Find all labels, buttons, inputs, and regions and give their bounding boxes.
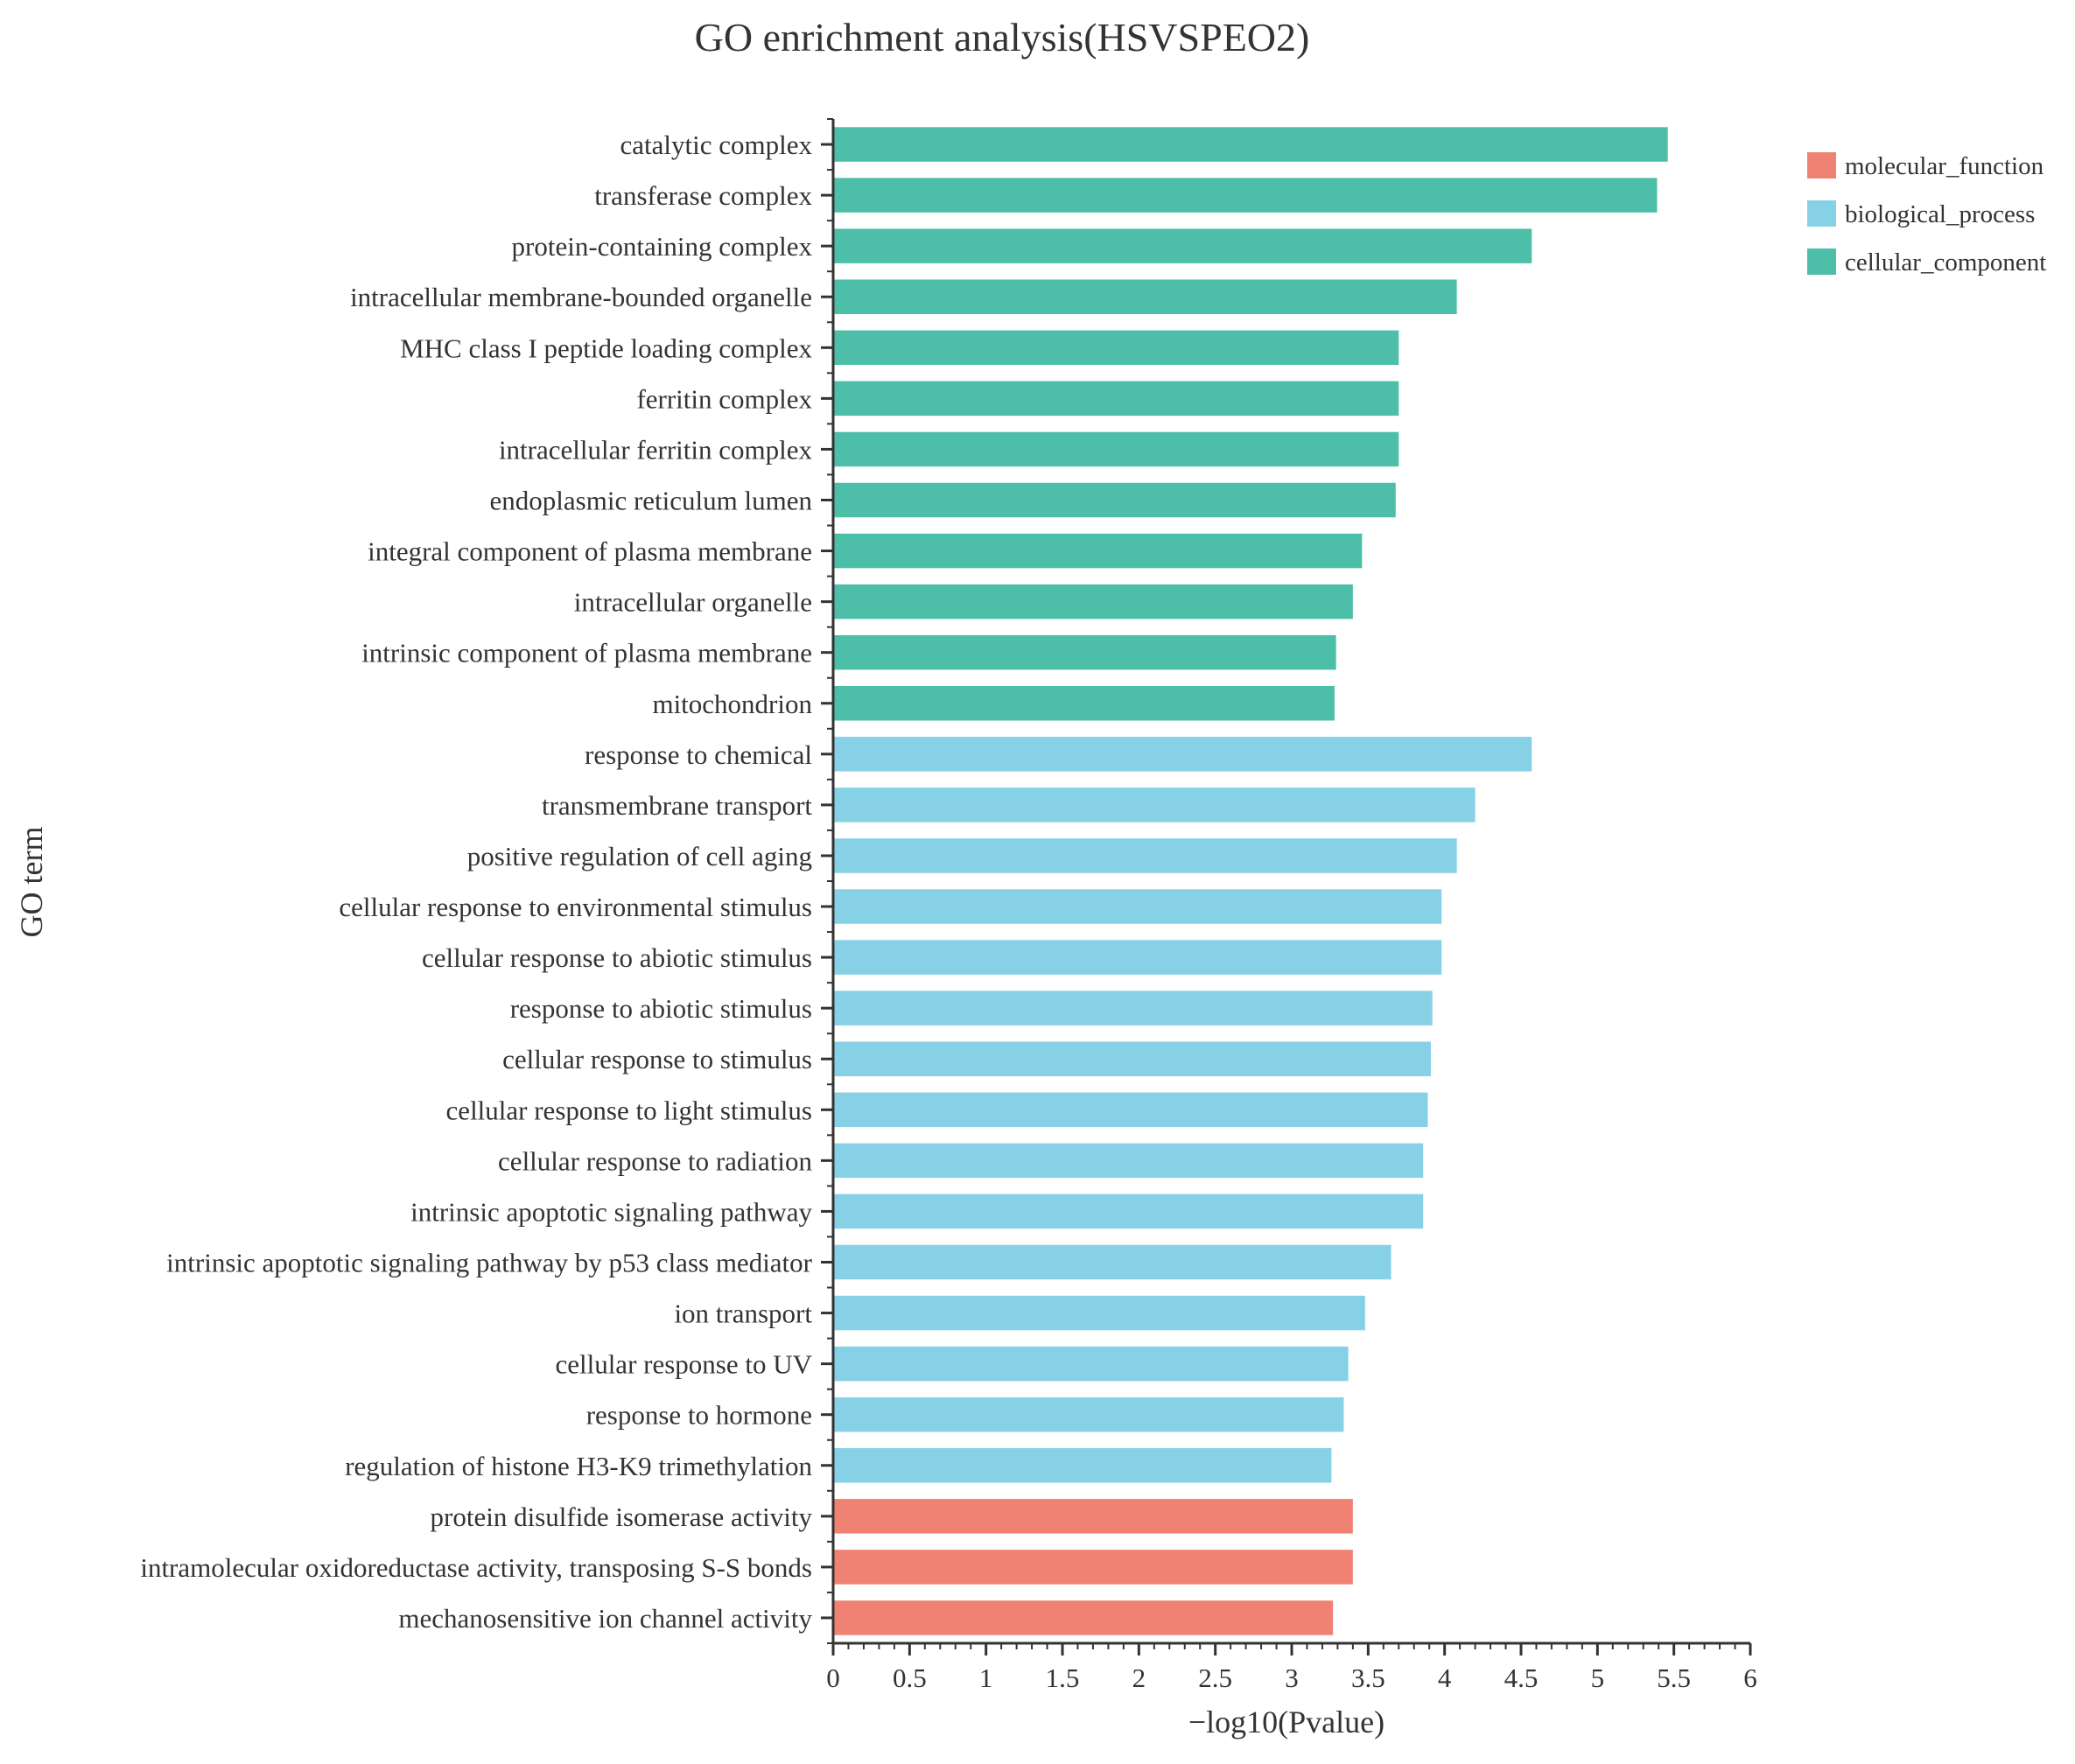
bar [833, 178, 1658, 213]
legend: molecular_function biological_processcell… [1807, 152, 2046, 276]
y-tick-label: cellular response to UV [555, 1349, 812, 1380]
y-tick-label: ion transport [674, 1298, 812, 1329]
bar [833, 940, 1442, 975]
y-tick-label: response to hormone [586, 1400, 812, 1431]
y-tick-label: regulation of histone H3-K9 trimethylati… [345, 1451, 812, 1481]
y-tick-label: catalytic complex [620, 130, 813, 160]
x-tick-label: 3 [1285, 1662, 1299, 1693]
x-tick-label: 3.5 [1351, 1662, 1385, 1693]
legend-swatch [1807, 248, 1836, 275]
bar [833, 228, 1532, 263]
bar [833, 1550, 1353, 1585]
bar [833, 838, 1457, 873]
y-tick-label: intrinsic apoptotic signaling pathway by… [166, 1248, 813, 1278]
bar [833, 1244, 1392, 1280]
chart-title: GO enrichment analysis(HSVSPEO2) [695, 15, 1310, 60]
x-tick-label: 2.5 [1198, 1662, 1232, 1693]
y-tick-label: cellular response to stimulus [502, 1044, 812, 1074]
bar [833, 1194, 1424, 1229]
x-tick-label: 0.5 [893, 1662, 927, 1693]
y-tick-label: response to chemical [585, 739, 812, 770]
bar [833, 127, 1668, 162]
bar [833, 1041, 1431, 1076]
legend-label: molecular_function [1845, 152, 2044, 180]
bar [833, 279, 1457, 314]
x-tick-label: 4.5 [1504, 1662, 1539, 1693]
y-tick-label: transmembrane transport [542, 790, 812, 821]
y-axis-label: GO term [14, 827, 49, 938]
legend-swatch [1807, 200, 1836, 227]
y-tick-label: intrinsic apoptotic signaling pathway [410, 1196, 812, 1227]
x-tick-label: 1 [979, 1662, 993, 1693]
bar [833, 1295, 1365, 1331]
bar [833, 330, 1399, 366]
bar [833, 381, 1399, 416]
y-tick-label: intramolecular oxidoreductase activity, … [140, 1552, 812, 1583]
bar [833, 1448, 1332, 1483]
x-tick-label: 2 [1132, 1662, 1146, 1693]
x-tick-label: 4 [1438, 1662, 1452, 1693]
y-tick-label: intracellular ferritin complex [499, 434, 813, 465]
bar [833, 1396, 1344, 1432]
y-tick-label: response to abiotic stimulus [510, 993, 812, 1024]
y-tick-label: MHC class I peptide loading complex [400, 332, 812, 363]
y-tick-label: cellular response to abiotic stimulus [422, 942, 812, 973]
bar [833, 1499, 1353, 1534]
y-tick-label: mitochondrion [652, 689, 812, 719]
y-tick-label: transferase complex [594, 180, 812, 211]
y-tick-label: endoplasmic reticulum lumen [490, 486, 813, 516]
bar [833, 533, 1363, 569]
y-tick-label: intrinsic component of plasma membrane [361, 638, 812, 668]
y-tick-label: integral component of plasma membrane [368, 536, 812, 567]
y-tick-label: cellular response to light stimulus [446, 1095, 812, 1125]
legend-label: cellular_component [1845, 248, 2046, 276]
x-tick-label: 0 [826, 1662, 840, 1693]
y-tick-label: cellular response to radiation [498, 1145, 812, 1176]
legend-label: biological_process [1845, 200, 2035, 228]
bar [833, 431, 1399, 467]
legend-swatch [1807, 152, 1836, 178]
bar [833, 1143, 1424, 1179]
x-axis-label: −log10(Pvalue) [1188, 1704, 1385, 1740]
y-tick-label: intracellular organelle [574, 587, 812, 618]
bar [833, 1346, 1349, 1382]
y-tick-label: positive regulation of cell aging [467, 841, 812, 872]
bar [833, 737, 1532, 772]
y-tick-label: cellular response to environmental stimu… [339, 892, 812, 922]
bar [833, 1600, 1334, 1635]
bar [833, 1092, 1428, 1128]
bar [833, 584, 1353, 620]
y-tick-label: protein disulfide isomerase activity [431, 1502, 813, 1532]
bar [833, 482, 1396, 518]
x-tick-label: 5.5 [1657, 1662, 1691, 1693]
x-tick-label: 6 [1743, 1662, 1757, 1693]
bar [833, 788, 1476, 822]
bars-layer [833, 127, 1668, 1635]
axes-layer: catalytic complex transferase complex prot… [140, 118, 1757, 1693]
bar [833, 990, 1433, 1026]
bar [833, 634, 1336, 670]
y-tick-label: protein-containing complex [512, 231, 813, 262]
x-tick-label: 5 [1591, 1662, 1605, 1693]
x-tick-label: 1.5 [1046, 1662, 1080, 1693]
y-tick-label: intracellular membrane-bounded organelle [350, 282, 812, 312]
y-tick-label: mechanosensitive ion channel activity [398, 1603, 812, 1634]
y-tick-label: ferritin complex [636, 383, 812, 414]
bar [833, 889, 1442, 924]
bar [833, 686, 1335, 721]
